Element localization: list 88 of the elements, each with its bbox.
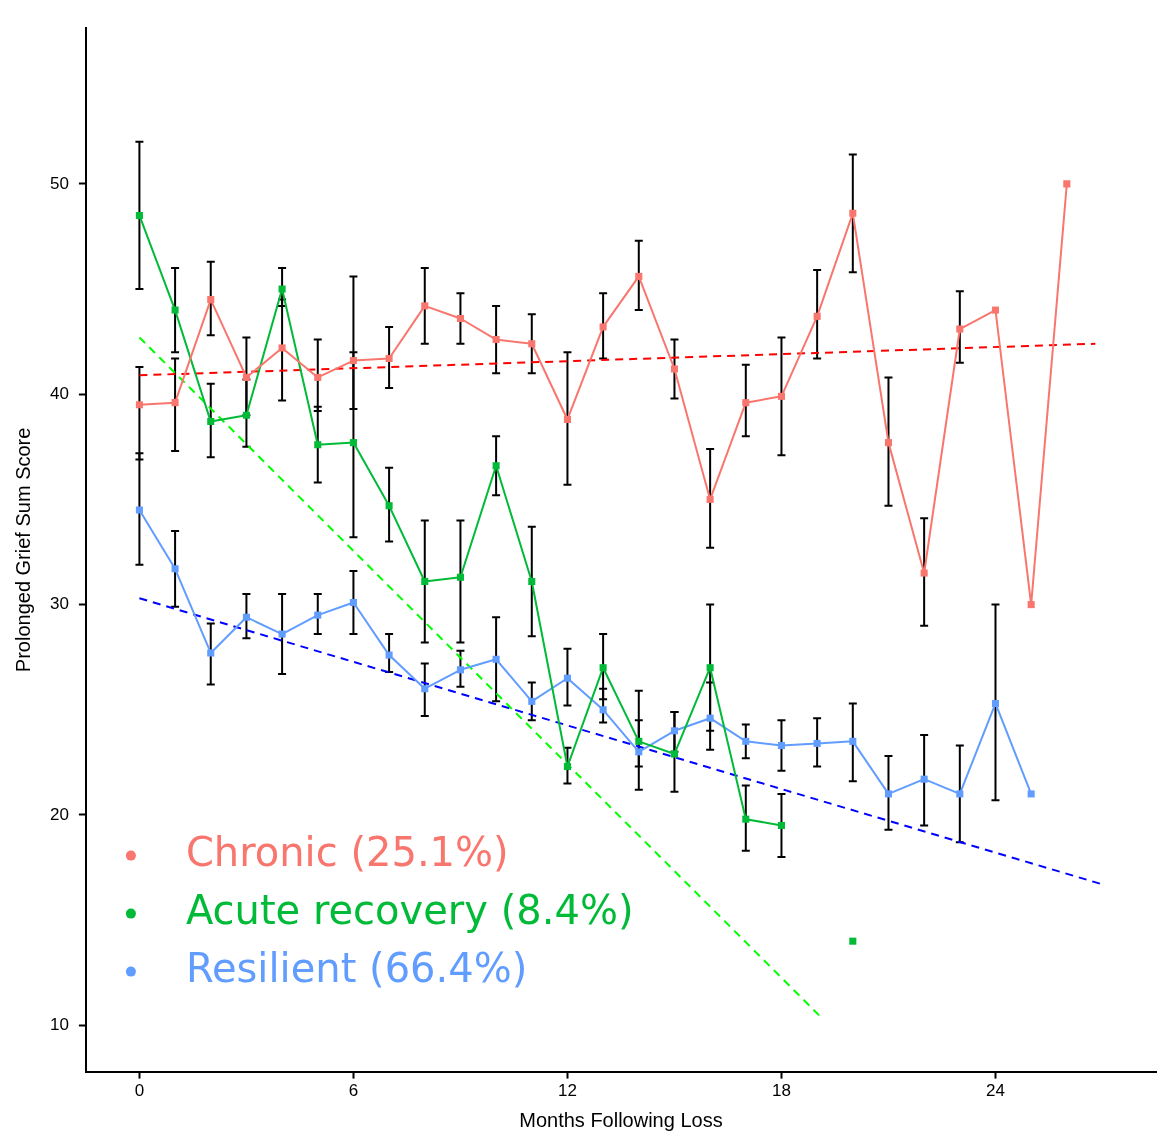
point [171, 399, 179, 407]
point [777, 742, 785, 750]
point [1027, 790, 1035, 798]
y-tick-label: 10 [49, 1015, 69, 1035]
point [242, 613, 250, 621]
point [956, 325, 964, 333]
point [314, 611, 322, 619]
point [135, 211, 143, 219]
point [956, 790, 964, 798]
legend-label: Chronic (25.1%) [185, 828, 509, 875]
point [884, 439, 893, 447]
point [171, 306, 179, 314]
point [278, 285, 286, 293]
point [456, 573, 464, 581]
point [1063, 180, 1071, 188]
point [635, 737, 643, 745]
point [456, 314, 464, 323]
y-tick-label: 40 [49, 383, 69, 403]
point [742, 737, 750, 745]
point [278, 344, 286, 352]
point [421, 577, 429, 585]
y-tick-label: 50 [49, 173, 69, 193]
point [349, 439, 357, 447]
point [920, 775, 928, 783]
point [314, 441, 322, 449]
point [849, 937, 857, 945]
point [813, 739, 821, 747]
x-tick-label: 12 [557, 1081, 577, 1101]
point [599, 323, 607, 331]
point [777, 392, 785, 400]
y-axis-title: Prolonged Grief Sum Score [11, 427, 34, 673]
point [706, 664, 714, 672]
point [563, 763, 571, 771]
point [492, 336, 500, 344]
point [920, 569, 928, 577]
point [849, 209, 857, 217]
point [349, 357, 357, 365]
point [670, 365, 678, 373]
point [207, 649, 215, 657]
point [670, 727, 678, 735]
point [492, 462, 500, 470]
x-tick-label: 6 [348, 1081, 359, 1101]
point [849, 737, 857, 745]
point [456, 666, 464, 674]
point [207, 296, 215, 304]
point [742, 815, 750, 823]
point [492, 655, 500, 663]
point [207, 418, 215, 426]
point [385, 502, 393, 510]
y-tick-label: 20 [49, 804, 69, 824]
point [884, 790, 893, 798]
point [242, 411, 250, 419]
point [278, 630, 286, 638]
point [635, 272, 643, 280]
point [349, 598, 357, 607]
point [991, 699, 1000, 707]
y-tick-label: 30 [49, 594, 69, 614]
legend-label: Acute recovery (8.4%) [185, 886, 634, 933]
point [135, 506, 143, 514]
point [813, 312, 821, 320]
point [528, 577, 536, 585]
legend-label: Resilient (66.4%) [185, 944, 528, 991]
x-tick-label: 18 [772, 1081, 791, 1101]
x-tick-label: 24 [986, 1081, 1005, 1101]
point [528, 340, 536, 348]
point [421, 685, 429, 693]
point [599, 664, 607, 672]
point [563, 674, 571, 682]
point [1027, 601, 1035, 609]
point [528, 697, 536, 705]
point [706, 495, 714, 503]
point [135, 401, 143, 409]
point [421, 302, 429, 310]
point [635, 748, 643, 756]
x-axis-title: Months Following Loss [519, 1108, 723, 1131]
point [242, 373, 250, 381]
point [670, 750, 678, 758]
point [314, 373, 322, 381]
point [991, 306, 1000, 314]
point [706, 714, 714, 722]
point [599, 706, 607, 714]
point [742, 399, 750, 407]
point [171, 565, 179, 573]
point [385, 651, 393, 659]
point [385, 354, 393, 363]
x-tick-label: 0 [134, 1081, 145, 1101]
point [563, 415, 571, 424]
point [777, 821, 785, 830]
